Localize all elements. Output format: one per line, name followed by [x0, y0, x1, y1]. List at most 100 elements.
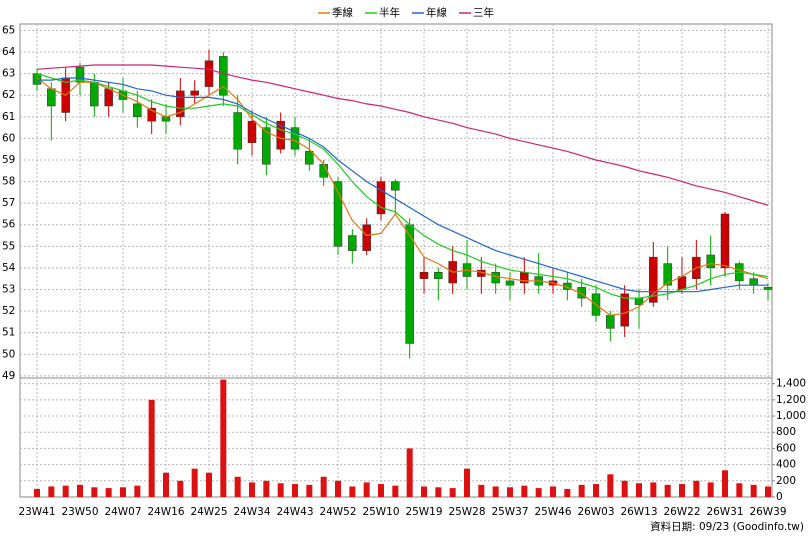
x-tick-label: 26W39	[749, 506, 786, 518]
candle-body	[405, 224, 414, 344]
y-tick-label: 62	[2, 89, 15, 101]
volume-bar	[349, 486, 356, 497]
volume-bar	[679, 484, 685, 497]
volume-bar	[277, 483, 284, 497]
candle-body	[247, 120, 257, 143]
volume-bar	[163, 472, 169, 497]
candle-body	[706, 254, 715, 269]
volume-bar	[249, 482, 255, 497]
candle-body	[434, 271, 443, 279]
y-tick-label: 55	[2, 240, 15, 252]
candle-body	[333, 181, 343, 247]
x-tick-label: 26W31	[706, 506, 743, 518]
ma-line	[36, 77, 769, 317]
volume-bar	[263, 480, 270, 497]
volume-bar	[320, 476, 327, 497]
y-tick-label: 50	[2, 348, 15, 360]
candle-body	[161, 116, 171, 122]
x-tick-label: 24W07	[104, 506, 141, 518]
x-tick-label: 24W52	[319, 506, 356, 518]
volume-bar	[378, 484, 384, 497]
candle-body	[749, 278, 758, 286]
x-tick-label: 25W37	[491, 506, 528, 518]
volume-bar	[62, 485, 69, 497]
volume-bar	[292, 484, 298, 497]
y2-tick-label: 0	[776, 491, 783, 503]
y-tick-label: 53	[2, 284, 15, 296]
candle-body	[577, 287, 586, 299]
x-tick-label: 24W43	[276, 506, 313, 518]
x-tick-label: 24W34	[233, 506, 270, 518]
volume-bar	[593, 484, 599, 497]
volume-bar	[421, 486, 427, 497]
candle-body	[391, 181, 400, 191]
y-tick-label: 49	[2, 370, 15, 382]
plot-frame	[19, 23, 773, 498]
volume-bar	[363, 482, 370, 497]
volume-bar	[77, 484, 83, 497]
volume-bar	[693, 480, 700, 497]
y-tick-label: 59	[2, 154, 15, 166]
volume-bar	[435, 487, 442, 497]
y-tick-label: 54	[2, 262, 16, 274]
volume-bar	[105, 488, 112, 497]
volume-bar	[765, 486, 771, 497]
y-tick-label: 63	[2, 68, 15, 80]
volume-bar	[306, 484, 313, 497]
x-tick-label: 25W46	[534, 506, 571, 518]
volume-bar	[478, 484, 485, 497]
volume-bar	[722, 470, 728, 497]
candle-body	[290, 127, 300, 150]
candle-body	[147, 107, 156, 122]
x-tick-label: 25W19	[405, 506, 442, 518]
volume-bar	[636, 483, 642, 497]
x-tick-label: 23W50	[61, 506, 98, 518]
y2-tick-label: 1,000	[776, 410, 806, 422]
x-tick-label: 23W41	[18, 506, 55, 518]
volume-bar	[578, 484, 585, 497]
volume-bar	[134, 485, 141, 497]
y-tick-label: 60	[2, 132, 15, 144]
y-tick-label: 56	[2, 219, 16, 231]
candle-body	[620, 293, 629, 327]
candle-body	[276, 120, 285, 150]
candle-body	[233, 112, 242, 150]
volume-bar	[392, 485, 399, 497]
volume-bar	[650, 482, 657, 497]
volume-bar	[120, 487, 126, 497]
y-tick-label: 51	[2, 327, 15, 339]
candle-body	[763, 287, 773, 290]
y2-tick-label: 600	[776, 442, 796, 454]
y-tick-label: 61	[2, 111, 15, 123]
y-tick-label: 65	[2, 24, 15, 36]
ma-line	[36, 64, 769, 206]
candle-body	[176, 90, 185, 118]
candle-body	[348, 235, 357, 251]
volume-bar	[34, 488, 40, 497]
x-tick-label: 26W03	[577, 506, 614, 518]
candle-body	[491, 271, 500, 284]
candle-body	[305, 151, 314, 165]
candle-body	[649, 256, 658, 303]
volume-bar	[464, 468, 470, 497]
volume-bar	[736, 483, 743, 497]
volume-bar	[335, 480, 341, 497]
candle-body	[190, 90, 199, 96]
legend-label: 季線	[332, 6, 353, 19]
y2-tick-label: 800	[776, 426, 796, 438]
candle-body	[90, 82, 99, 107]
y2-tick-label: 200	[776, 475, 796, 487]
ma-line	[37, 77, 768, 293]
candle-body	[262, 127, 271, 165]
volume-bar	[220, 379, 227, 497]
volume-bar	[621, 480, 628, 497]
volume-bar	[449, 488, 456, 497]
volume-bar	[664, 484, 671, 497]
volume-bar	[191, 468, 198, 497]
volume-bar	[91, 487, 98, 497]
candle-body	[204, 60, 214, 87]
volume-bar	[550, 486, 556, 497]
volume-bar	[206, 472, 212, 497]
volume-bar	[507, 487, 513, 497]
